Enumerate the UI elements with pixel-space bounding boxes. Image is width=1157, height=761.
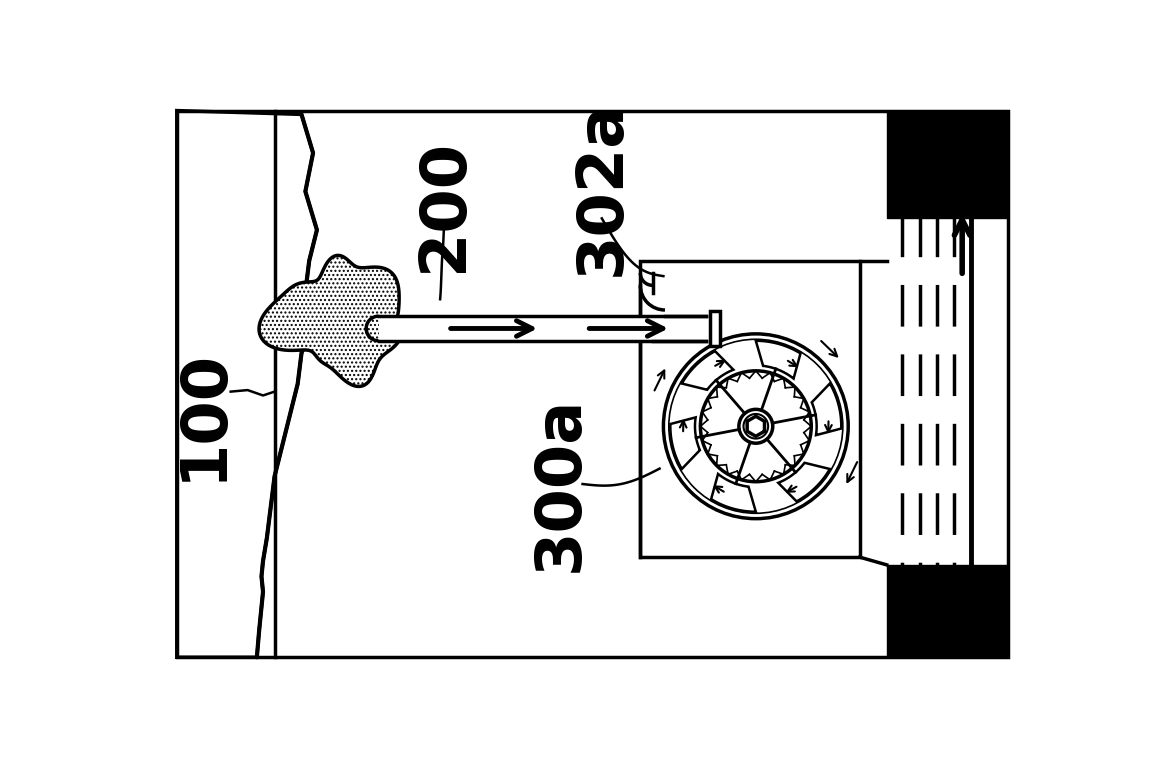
Polygon shape xyxy=(712,474,756,511)
Text: 302a: 302a xyxy=(570,100,633,275)
Text: 300a: 300a xyxy=(529,396,590,572)
Polygon shape xyxy=(259,256,401,387)
Text: 100: 100 xyxy=(172,349,234,481)
Bar xyxy=(886,110,1009,218)
Bar xyxy=(886,565,1009,658)
Bar xyxy=(709,310,721,346)
Polygon shape xyxy=(812,384,841,435)
Polygon shape xyxy=(681,351,734,390)
Polygon shape xyxy=(670,417,700,469)
Bar xyxy=(378,316,706,341)
Bar xyxy=(640,261,860,557)
Polygon shape xyxy=(756,341,801,378)
Polygon shape xyxy=(779,463,830,501)
Text: 200: 200 xyxy=(413,139,476,272)
Polygon shape xyxy=(177,110,317,658)
